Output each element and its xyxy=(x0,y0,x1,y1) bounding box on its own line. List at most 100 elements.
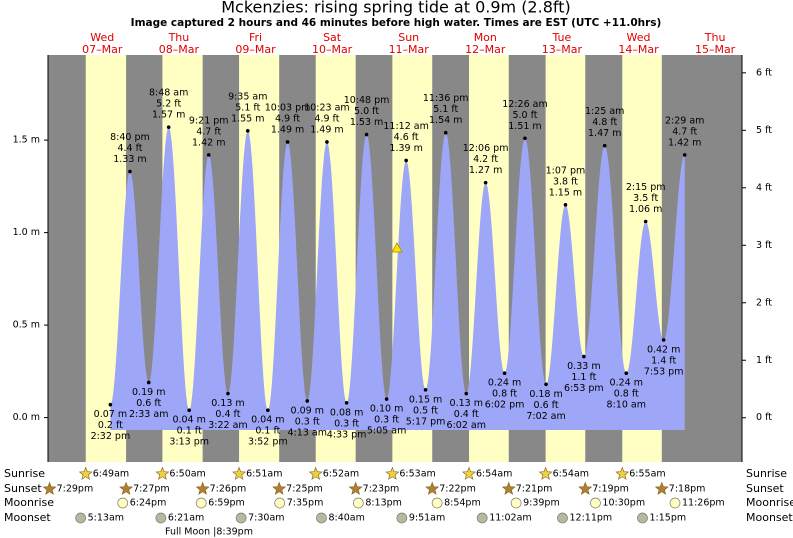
tide-point xyxy=(384,397,389,401)
tide-point xyxy=(325,140,329,144)
tide-point xyxy=(423,388,428,392)
tide-point xyxy=(523,136,527,141)
tide-point xyxy=(483,180,488,185)
tide-point xyxy=(206,153,211,157)
moonrise-time: 8:13pm xyxy=(365,498,402,509)
tide-point xyxy=(682,153,687,157)
tide-label: 1.49 m xyxy=(310,124,343,135)
y-tick-label: 0.5 m xyxy=(13,320,40,331)
tide-label: 0.24 m xyxy=(610,378,643,389)
sunset-icon xyxy=(425,481,440,495)
sunrise-icon xyxy=(385,466,400,480)
tide-point xyxy=(624,371,629,376)
tide-point xyxy=(108,402,113,407)
sunset-time: 7:26pm xyxy=(210,484,247,495)
tide-label: 0.4 ft xyxy=(215,409,240,420)
tide-label: 8:10 am xyxy=(607,400,646,411)
date-label: 09–Mar xyxy=(235,43,276,56)
moonset-time: 7:30am xyxy=(248,513,284,524)
row-label: Sunrise xyxy=(746,467,787,480)
moonset-time: 12:11pm xyxy=(569,513,612,524)
tide-label: 0.8 ft xyxy=(614,389,639,400)
tide-label: 6:53 pm xyxy=(564,383,604,394)
tide-label: 4.2 ft xyxy=(473,154,498,165)
date-label: 15–Mar xyxy=(695,43,736,56)
tide-label: 5.0 ft xyxy=(512,110,537,121)
moonrise-time: 11:26pm xyxy=(682,498,725,509)
sunrise-time: 6:49am xyxy=(93,469,129,480)
tide-label: 0.6 ft xyxy=(534,400,559,411)
y-tick-label: 0.0 m xyxy=(13,412,40,423)
y2-tick-label: 5 ft xyxy=(756,125,772,136)
tide-label: 11:36 pm xyxy=(423,93,469,104)
date-label: 14–Mar xyxy=(618,43,659,56)
y2-tick-label: 3 ft xyxy=(756,240,772,251)
tide-label: 0.24 m xyxy=(488,378,521,389)
tide-label: 4.6 ft xyxy=(394,132,419,143)
moonrise-icon xyxy=(117,497,129,509)
tide-label: 2:29 am xyxy=(665,115,704,126)
moonrise-icon xyxy=(669,497,681,509)
tide-point xyxy=(582,354,586,359)
weekday-label: Sun xyxy=(398,31,419,44)
sunset-icon xyxy=(119,481,134,495)
moonrise-icon xyxy=(590,497,601,509)
weekday-label: Mon xyxy=(474,31,497,44)
sunrise-icon xyxy=(308,466,323,480)
weekday-label: Wed xyxy=(90,31,114,44)
tide-label: 0.08 m xyxy=(330,407,363,418)
tide-label: 4.7 ft xyxy=(196,126,221,137)
moonrise-icon xyxy=(352,497,364,509)
tide-label: 1.49 m xyxy=(271,124,304,135)
moonset-time: 8:40am xyxy=(328,513,364,524)
sunrise-time: 6:51am xyxy=(246,469,282,480)
y2-tick-label: 0 ft xyxy=(756,412,772,423)
tide-label: 4:13 am xyxy=(288,427,327,438)
tide-label: 4.7 ft xyxy=(672,126,697,137)
moonset-icon xyxy=(476,512,488,524)
tide-label: 10:23 am xyxy=(304,102,349,113)
tide-label: 0.1 ft xyxy=(177,426,202,437)
sunrise-time: 6:53am xyxy=(399,469,435,480)
tide-label: 6:02 am xyxy=(447,420,486,431)
tide-label: 1.1 ft xyxy=(571,372,596,383)
moonset-time: 6:21am xyxy=(168,513,204,524)
tide-label: 3:13 pm xyxy=(169,437,209,448)
tide-point xyxy=(563,203,568,207)
tide-label: 5.0 ft xyxy=(354,106,379,117)
tide-label: 10:03 pm xyxy=(265,102,311,113)
moonset-time: 1:15pm xyxy=(649,513,686,524)
moonset-icon xyxy=(396,512,408,524)
sunset-time: 7:18pm xyxy=(669,484,706,495)
row-label: Moonset xyxy=(4,511,51,524)
tide-label: 0.13 m xyxy=(211,398,244,409)
moonrise-time: 6:59pm xyxy=(208,498,245,509)
tide-label: 4.8 ft xyxy=(592,117,617,128)
weekday-label: Sat xyxy=(323,31,342,44)
tide-label: 9:35 am xyxy=(228,91,267,102)
tide-label: 0.2 ft xyxy=(98,420,123,431)
moonset-icon xyxy=(155,512,167,524)
tide-label: 4.9 ft xyxy=(314,113,339,124)
moonset-icon xyxy=(75,512,86,524)
moonrise-icon xyxy=(510,497,522,509)
weekday-label: Tue xyxy=(552,31,572,44)
tide-label: 0.3 ft xyxy=(334,418,359,429)
tide-point xyxy=(364,132,369,137)
tide-label: 0.09 m xyxy=(291,405,324,416)
tide-point xyxy=(404,158,408,163)
tide-label: 1.42 m xyxy=(192,137,225,148)
sunset-icon xyxy=(272,481,287,495)
tide-label: 12:26 am xyxy=(502,99,547,110)
sunrise-icon xyxy=(462,466,476,480)
tide-label: 1:07 pm xyxy=(546,165,586,176)
y2-tick-label: 4 ft xyxy=(756,182,772,193)
date-label: 12–Mar xyxy=(465,43,506,56)
tide-label: 0.18 m xyxy=(529,389,562,400)
moonset-icon xyxy=(557,512,568,524)
tide-point xyxy=(305,399,310,403)
sunrise-icon xyxy=(232,466,247,480)
sunrise-icon xyxy=(615,466,630,480)
tide-label: 2:32 pm xyxy=(91,431,131,442)
tide-label: 0.13 m xyxy=(450,398,483,409)
